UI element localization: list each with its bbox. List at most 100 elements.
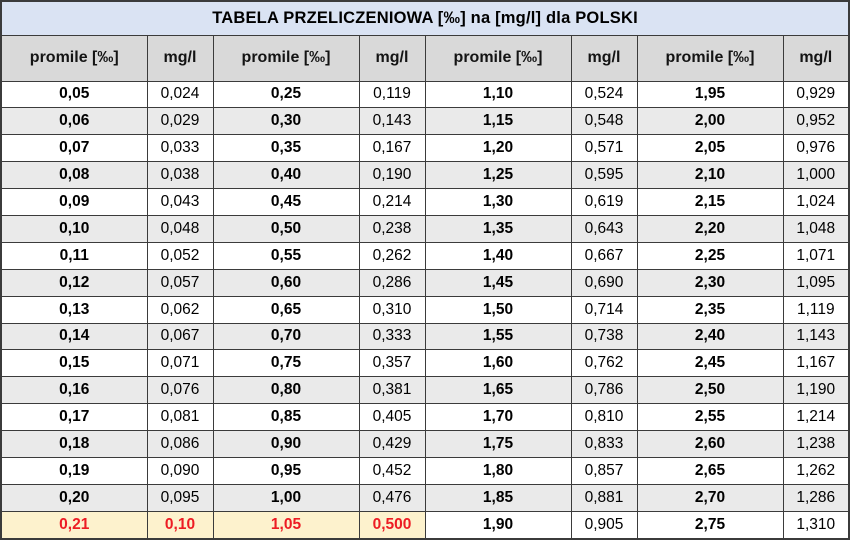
promile-cell: 1,85 — [424, 483, 572, 512]
mgl-cell: 1,214 — [782, 403, 850, 432]
table-row: 0,20 0,095 1,00 0,476 1,85 0,881 2,70 1,286 — [0, 483, 850, 512]
mgl-cell: 0,405 — [358, 403, 426, 432]
promile-cell: 1,25 — [424, 161, 572, 190]
mgl-cell: 0,976 — [782, 134, 850, 163]
promile-cell: 0,17 — [0, 403, 148, 432]
mgl-cell: 1,310 — [782, 510, 850, 540]
promile-cell: 0,06 — [0, 107, 148, 136]
promile-cell: 1,75 — [424, 430, 572, 458]
promile-cell: 1,35 — [424, 214, 572, 243]
mgl-cell: 0,738 — [570, 322, 638, 351]
promile-cell: 0,80 — [212, 376, 360, 405]
mgl-cell: 1,262 — [782, 456, 850, 485]
mgl-cell: 0,643 — [570, 214, 638, 243]
mgl-cell: 0,286 — [358, 268, 426, 297]
mgl-cell: 1,095 — [782, 268, 850, 297]
promile-cell: 0,19 — [0, 456, 148, 485]
promile-cell: 2,55 — [636, 403, 784, 432]
promile-cell: 0,70 — [212, 322, 360, 351]
promile-cell: 2,60 — [636, 430, 784, 458]
promile-cell: 1,65 — [424, 376, 572, 405]
mgl-cell: 1,024 — [782, 188, 850, 216]
mgl-cell: 1,119 — [782, 295, 850, 324]
promile-cell: 1,00 — [212, 483, 360, 512]
mgl-cell: 0,076 — [146, 376, 214, 405]
promile-cell: 0,13 — [0, 295, 148, 324]
promile-cell: 1,55 — [424, 322, 572, 351]
promile-cell: 1,60 — [424, 349, 572, 378]
promile-cell: 2,70 — [636, 483, 784, 512]
table-row: 0,05 0,024 0,25 0,119 1,10 0,524 1,95 0,929 — [0, 80, 850, 109]
promile-cell: 2,20 — [636, 214, 784, 243]
mgl-cell: 0,833 — [570, 430, 638, 458]
promile-cell: 0,25 — [212, 80, 360, 109]
table-row: 0,14 0,067 0,70 0,333 1,55 0,738 2,40 1,143 — [0, 322, 850, 351]
mgl-cell: 0,081 — [146, 403, 214, 432]
mgl-cell: 0,881 — [570, 483, 638, 512]
promile-cell: 0,18 — [0, 430, 148, 458]
promile-cell: 0,12 — [0, 268, 148, 297]
header-row: promile [‰] mg/l promile [‰] mg/l promile [‰… — [0, 34, 850, 82]
promile-cell: 1,20 — [424, 134, 572, 163]
promile-cell: 1,40 — [424, 241, 572, 270]
promile-cell: 0,16 — [0, 376, 148, 405]
promile-cell: 2,35 — [636, 295, 784, 324]
mgl-cell: 0,029 — [146, 107, 214, 136]
promile-cell: 2,50 — [636, 376, 784, 405]
mgl-cell: 0,10 — [146, 510, 214, 540]
promile-cell: 0,30 — [212, 107, 360, 136]
col-header-mgl: mg/l — [782, 34, 850, 82]
title-row: TABELA PRZELICZENIOWA [‰] na [mg/l] dla … — [0, 0, 850, 36]
mgl-cell: 0,595 — [570, 161, 638, 190]
promile-cell: 0,11 — [0, 241, 148, 270]
promile-cell: 2,15 — [636, 188, 784, 216]
promile-cell: 2,10 — [636, 161, 784, 190]
mgl-cell: 0,048 — [146, 214, 214, 243]
mgl-cell: 0,762 — [570, 349, 638, 378]
col-header-promile: promile [‰] — [212, 34, 360, 82]
promile-cell: 1,70 — [424, 403, 572, 432]
mgl-cell: 1,238 — [782, 430, 850, 458]
mgl-cell: 0,167 — [358, 134, 426, 163]
promile-cell: 0,05 — [0, 80, 148, 109]
mgl-cell: 0,690 — [570, 268, 638, 297]
mgl-cell: 0,476 — [358, 483, 426, 512]
table-row: 0,09 0,043 0,45 0,214 1,30 0,619 2,15 1,024 — [0, 188, 850, 216]
mgl-cell: 0,357 — [358, 349, 426, 378]
promile-cell: 1,80 — [424, 456, 572, 485]
mgl-cell: 0,119 — [358, 80, 426, 109]
mgl-cell: 0,619 — [570, 188, 638, 216]
mgl-cell: 0,667 — [570, 241, 638, 270]
promile-cell: 0,09 — [0, 188, 148, 216]
mgl-cell: 0,057 — [146, 268, 214, 297]
mgl-cell: 1,143 — [782, 322, 850, 351]
table-row: 0,12 0,057 0,60 0,286 1,45 0,690 2,30 1,095 — [0, 268, 850, 297]
mgl-cell: 1,048 — [782, 214, 850, 243]
promile-cell: 0,15 — [0, 349, 148, 378]
table-row: 0,10 0,048 0,50 0,238 1,35 0,643 2,20 1,048 — [0, 214, 850, 243]
table-row: 0,15 0,071 0,75 0,357 1,60 0,762 2,45 1,167 — [0, 349, 850, 378]
col-header-promile: promile [‰] — [0, 34, 148, 82]
promile-cell: 1,05 — [212, 510, 360, 540]
mgl-cell: 0,095 — [146, 483, 214, 512]
col-header-promile: promile [‰] — [424, 34, 572, 82]
promile-cell: 0,21 — [0, 510, 148, 540]
mgl-cell: 0,429 — [358, 430, 426, 458]
promile-cell: 2,75 — [636, 510, 784, 540]
col-header-mgl: mg/l — [570, 34, 638, 82]
mgl-cell: 0,086 — [146, 430, 214, 458]
mgl-cell: 0,571 — [570, 134, 638, 163]
promile-cell: 1,10 — [424, 80, 572, 109]
mgl-cell: 0,143 — [358, 107, 426, 136]
promile-cell: 1,15 — [424, 107, 572, 136]
mgl-cell: 1,286 — [782, 483, 850, 512]
promile-cell: 0,45 — [212, 188, 360, 216]
mgl-cell: 1,190 — [782, 376, 850, 405]
table-title: TABELA PRZELICZENIOWA [‰] na [mg/l] dla … — [0, 0, 850, 36]
promile-cell: 0,20 — [0, 483, 148, 512]
promile-cell: 0,35 — [212, 134, 360, 163]
mgl-cell: 0,238 — [358, 214, 426, 243]
table-row: 0,21 0,10 1,05 0,500 1,90 0,905 2,75 1,310 — [0, 510, 850, 540]
promile-cell: 0,08 — [0, 161, 148, 190]
